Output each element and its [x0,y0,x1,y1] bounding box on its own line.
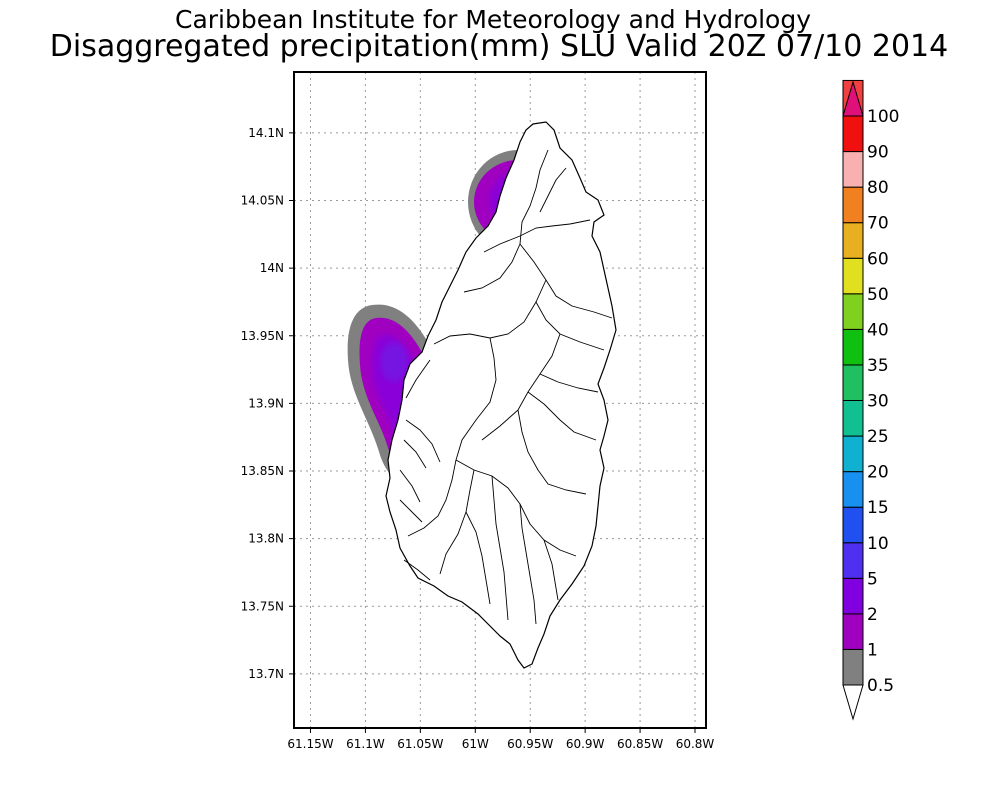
colorbar-label: 40 [867,320,889,340]
x-tick-label: 60.9W [566,737,605,751]
colorbar-swatch [842,328,864,366]
chart-title-line1: Caribbean Institute for Meteorology and … [175,5,811,34]
y-tick-label: 14.1N [248,126,284,140]
colorbar-label: 1 [867,640,878,660]
y-tick-label: 13.8N [248,532,284,546]
colorbar-swatch [842,400,864,437]
colorbar-swatch [842,471,864,508]
y-tick-label: 14.05N [241,193,284,207]
map-panel: 61.15W 61.1W 61.05W 61W 60.95W 60.9W 60.85W 60.… [241,71,714,751]
island-outline [385,121,617,669]
river-lines [399,149,613,625]
colorbar-swatch [842,364,864,401]
colorbar-max-arrow [842,80,864,117]
colorbar-label: 15 [867,498,889,518]
y-axis-ticks: 14.1N 14.05N 14N 13.95N 13.9N 13.85N 13.8N 13.7… [241,126,294,681]
colorbar-label: 10 [867,534,889,554]
x-tick-label: 61.1W [346,737,385,751]
colorbar-label: 20 [867,463,889,483]
colorbar-swatch [842,257,864,295]
colorbar-swatch [842,506,864,544]
colorbar-label: 35 [867,356,889,376]
colorbar-swatch [842,435,864,473]
colorbar-label: 60 [867,249,889,269]
colorbar-label: 70 [867,214,889,234]
precip-contour-5 [380,342,408,382]
colorbar-swatch [842,577,864,615]
colorbar-label: 90 [867,143,889,163]
y-tick-label: 13.85N [241,464,284,478]
x-tick-label: 61W [462,737,489,751]
colorbar-swatch [842,648,864,686]
colorbar-label: 2 [867,605,878,625]
y-tick-label: 13.9N [248,396,284,410]
chart-title-line2: Disaggregated precipitation(mm) SLU Vali… [50,29,948,64]
colorbar-swatch [842,115,864,153]
map-frame [293,71,707,729]
colorbar-swatch [842,613,864,650]
colorbar-swatch [842,293,864,330]
x-tick-label: 60.8W [676,737,715,751]
colorbar-label: 0.5 [867,676,894,696]
colorbar-min-arrow [842,684,864,721]
colorbar-swatch [842,151,864,188]
colorbar-swatch [842,542,864,579]
colorbar-swatch [842,222,864,259]
colorbar-label: 100 [867,107,899,127]
x-tick-label: 60.85W [617,737,663,751]
x-tick-label: 60.95W [507,737,553,751]
x-tick-label: 61.15W [287,737,333,751]
colorbar-label: 30 [867,392,889,412]
colorbar-label: 25 [867,427,889,447]
colorbar-label: 50 [867,285,889,305]
colorbar-label: 80 [867,178,889,198]
y-tick-label: 13.7N [248,667,284,681]
y-tick-label: 13.95N [241,329,284,343]
colorbar-swatch [842,186,864,224]
colorbar-label: 5 [867,569,878,589]
x-axis-ticks: 61.15W 61.1W 61.05W 61W 60.95W 60.9W 60.85W 60.… [287,728,714,751]
y-tick-label: 13.75N [241,599,284,613]
y-tick-label: 14N [260,261,284,275]
x-tick-label: 61.05W [397,737,443,751]
